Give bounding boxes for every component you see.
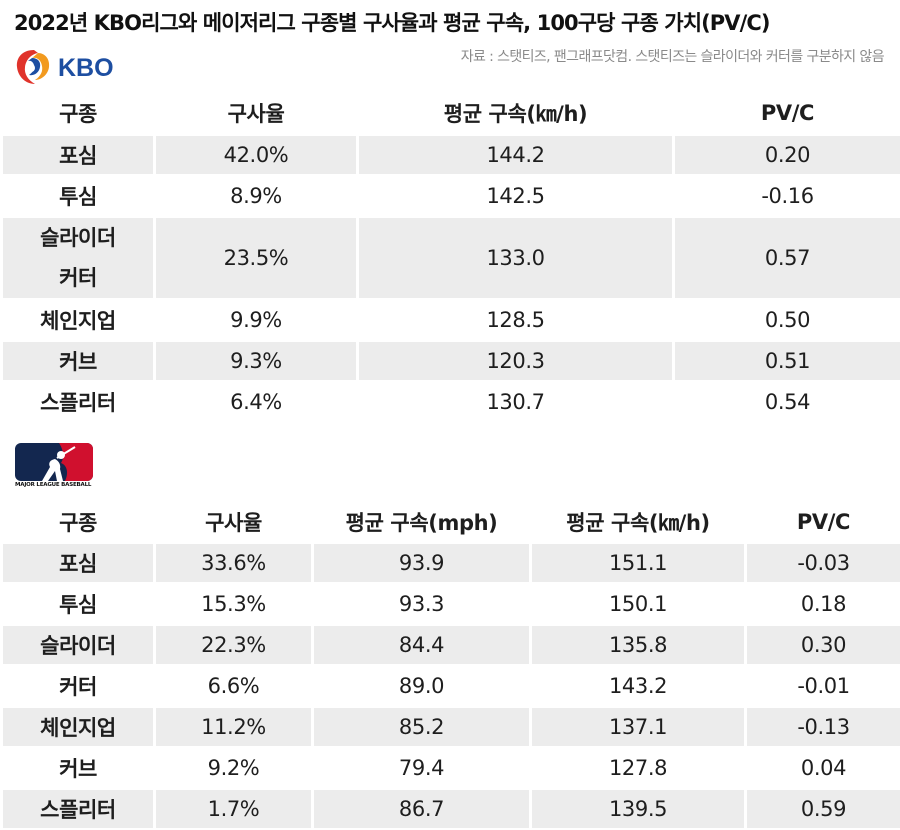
- usage-value: 9.2%: [207, 756, 260, 780]
- usage-value: 9.9%: [230, 308, 282, 332]
- table-row: 커브 9.2% 79.4 127.8 0.04: [3, 749, 900, 787]
- usage-value: 15.3%: [201, 592, 266, 616]
- speed-kmh-value: 137.1: [532, 708, 744, 746]
- speed-mph-value: 79.4: [398, 756, 445, 780]
- kbo-header-usage: 구사율: [156, 93, 356, 133]
- table-row: 스플리터 6.4% 130.7 0.54: [3, 383, 900, 421]
- usage-value: 23.5%: [156, 218, 356, 298]
- kbo-header-pitch: 구종: [3, 93, 153, 133]
- pvc-value: 0.59: [747, 790, 900, 828]
- speed-kmh-value: 128.5: [486, 308, 545, 332]
- table-row: 커브 9.3% 120.3 0.51: [3, 342, 900, 380]
- speed-mph-value: 93.3: [398, 592, 445, 616]
- table-row: 포심 42.0% 144.2 0.20: [3, 136, 900, 174]
- speed-kmh-value: 133.0: [359, 218, 672, 298]
- table-row: 포심 33.6% 93.9 151.1 -0.03: [3, 544, 900, 582]
- mlb-table: 구종 구사율 평균 구속(mph) 평균 구속(㎞/h) PV/C 포심 33.…: [0, 500, 900, 830]
- table-row: 커터 6.6% 89.0 143.2 -0.01: [3, 667, 900, 705]
- speed-kmh-value: 135.8: [532, 626, 744, 664]
- speed-mph-value: 84.4: [314, 626, 529, 664]
- pitch-name: 스플리터: [3, 790, 153, 828]
- pvc-value: 0.04: [800, 756, 847, 780]
- usage-value: 6.4%: [230, 390, 282, 414]
- mlb-logo: [15, 443, 93, 481]
- table-row: 투심 8.9% 142.5 -0.16: [3, 177, 900, 215]
- mlb-header-speed-mph: 평균 구속(mph): [314, 503, 529, 541]
- mlb-header-pvc: PV/C: [747, 503, 900, 541]
- pvc-value: -0.13: [747, 708, 900, 746]
- speed-kmh-value: 144.2: [359, 136, 672, 174]
- usage-value: 9.3%: [156, 342, 356, 380]
- table-row: 투심 15.3% 93.3 150.1 0.18: [3, 585, 900, 623]
- pitch-name: 투심: [3, 585, 153, 623]
- table-row: 슬라이더 커터 23.5% 133.0 0.57: [3, 218, 900, 298]
- speed-kmh-value: 143.2: [608, 674, 668, 698]
- pvc-value: -0.03: [747, 544, 900, 582]
- kbo-header-row: 구종 구사율 평균 구속(㎞/h) PV/C: [3, 93, 900, 133]
- mlb-header-usage: 구사율: [156, 503, 311, 541]
- pvc-value: -0.01: [797, 674, 850, 698]
- usage-value: 11.2%: [156, 708, 311, 746]
- pvc-value: 0.57: [675, 218, 900, 298]
- pitch-name: 커브: [3, 342, 153, 380]
- pitch-name: 커터: [3, 667, 153, 705]
- pvc-value: 0.20: [675, 136, 900, 174]
- pvc-value: 0.54: [764, 390, 811, 414]
- mlb-batter-icon: [15, 443, 93, 481]
- kbo-table: 구종 구사율 평균 구속(㎞/h) PV/C 포심 42.0% 144.2 0.…: [0, 90, 900, 424]
- speed-kmh-value: 150.1: [608, 592, 668, 616]
- speed-mph-value: 85.2: [314, 708, 529, 746]
- mlb-header-speed-kmh: 평균 구속(㎞/h): [532, 503, 744, 541]
- speed-kmh-value: 139.5: [532, 790, 744, 828]
- pitch-name: 스플리터: [3, 383, 153, 421]
- pitch-name: 체인지업: [3, 708, 153, 746]
- pitch-name: 체인지업: [3, 301, 153, 339]
- speed-kmh-value: 130.7: [486, 390, 545, 414]
- pitch-name: 슬라이더: [3, 626, 153, 664]
- speed-kmh-value: 127.8: [608, 756, 668, 780]
- mlb-header-row: 구종 구사율 평균 구속(mph) 평균 구속(㎞/h) PV/C: [3, 503, 900, 541]
- pitch-name: 슬라이더 커터: [3, 218, 153, 298]
- kbo-header-speed-kmh: 평균 구속(㎞/h): [359, 93, 672, 133]
- page-title: 2022년 KBO리그와 메이저리그 구종별 구사율과 평균 구속, 100구당…: [14, 11, 771, 35]
- kbo-header-pvc: PV/C: [675, 93, 900, 133]
- kbo-logo-text: KBO: [58, 54, 114, 82]
- pitch-name: 투심: [3, 177, 153, 215]
- mlb-header-pitch: 구종: [3, 503, 153, 541]
- pitch-name: 포심: [3, 136, 153, 174]
- pitch-name: 포심: [3, 544, 153, 582]
- pvc-value: 0.50: [764, 308, 811, 332]
- table-row: 체인지업 9.9% 128.5 0.50: [3, 301, 900, 339]
- speed-kmh-value: 151.1: [532, 544, 744, 582]
- usage-value: 42.0%: [156, 136, 356, 174]
- mlb-logo-caption: MAJOR LEAGUE BASEBALL: [15, 482, 92, 488]
- speed-mph-value: 93.9: [314, 544, 529, 582]
- pvc-value: 0.30: [747, 626, 900, 664]
- speed-kmh-value: 120.3: [359, 342, 672, 380]
- kbo-logo: KBO: [16, 50, 114, 84]
- pitch-name: 커브: [3, 749, 153, 787]
- usage-value: 1.7%: [156, 790, 311, 828]
- source-note: 자료 : 스탯티즈, 팬그래프닷컴. 스탯티즈는 슬라이더와 커터를 구분하지 …: [460, 49, 885, 65]
- table-row: 체인지업 11.2% 85.2 137.1 -0.13: [3, 708, 900, 746]
- usage-value: 33.6%: [156, 544, 311, 582]
- speed-mph-value: 86.7: [314, 790, 529, 828]
- usage-value: 8.9%: [230, 184, 282, 208]
- table-row: 슬라이더 22.3% 84.4 135.8 0.30: [3, 626, 900, 664]
- speed-mph-value: 89.0: [398, 674, 445, 698]
- pvc-value: -0.16: [761, 184, 814, 208]
- table-row: 스플리터 1.7% 86.7 139.5 0.59: [3, 790, 900, 828]
- pvc-value: 0.51: [675, 342, 900, 380]
- usage-value: 22.3%: [156, 626, 311, 664]
- speed-kmh-value: 142.5: [486, 184, 545, 208]
- pvc-value: 0.18: [800, 592, 847, 616]
- kbo-emblem-icon: [16, 50, 50, 84]
- usage-value: 6.6%: [207, 674, 260, 698]
